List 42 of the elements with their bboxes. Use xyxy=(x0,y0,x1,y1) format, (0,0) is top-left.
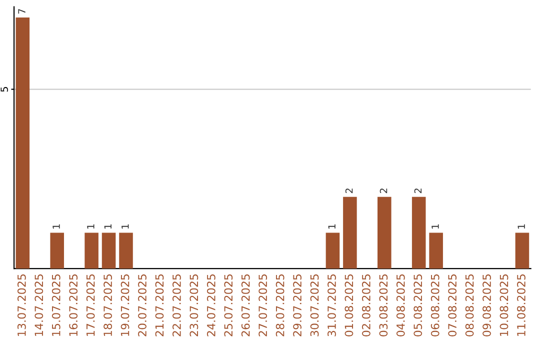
x-tick-label: 17.07.2025 xyxy=(86,274,95,336)
x-tick-label: 22.07.2025 xyxy=(172,274,181,336)
x-tick-label: 30.07.2025 xyxy=(310,274,319,336)
x-tick-label: 06.08.2025 xyxy=(430,274,440,336)
x-tick-label: 28.07.2025 xyxy=(276,274,284,336)
x-tick-label: 04.08.2025 xyxy=(396,274,405,336)
x-tick-label: 27.07.2025 xyxy=(258,274,268,336)
x-tick-label: 23.07.2025 xyxy=(190,274,198,336)
data-label: 2 xyxy=(414,188,422,194)
data-label: 1 xyxy=(518,224,525,229)
x-tick-label: 07.08.2025 xyxy=(448,274,457,336)
x-tick-label: 20.07.2025 xyxy=(138,274,146,336)
x-tick-label: 21.07.2025 xyxy=(155,274,164,336)
x-tick-label: 16.07.2025 xyxy=(69,274,78,336)
x-tick-label: 14.07.2025 xyxy=(34,274,44,336)
x-tick-label: 05.08.2025 xyxy=(414,274,422,336)
x-tick-label: 19.07.2025 xyxy=(120,274,130,336)
x-tick-label: 01.08.2025 xyxy=(344,274,354,336)
x-tick-label: 09.08.2025 xyxy=(482,274,491,336)
x-tick-label: 15.07.2025 xyxy=(52,274,60,336)
x-tick-label: 31.07.2025 xyxy=(328,274,336,336)
x-tick-label: 24.07.2025 xyxy=(206,274,216,336)
data-label: 1 xyxy=(87,224,94,229)
data-label: 1 xyxy=(328,224,336,229)
data-label: 1 xyxy=(122,224,129,229)
x-tick-label: 18.07.2025 xyxy=(104,274,112,336)
data-label: 2 xyxy=(380,188,388,194)
data-label: 1 xyxy=(432,224,439,229)
x-tick-label: 29.07.2025 xyxy=(293,274,302,336)
x-tick-label: 10.08.2025 xyxy=(500,274,508,336)
x-tick-label: 08.08.2025 xyxy=(465,274,474,336)
x-tick-label: 13.07.2025 xyxy=(17,274,26,336)
data-label: 1 xyxy=(52,224,60,229)
data-label: 7 xyxy=(18,9,26,14)
x-tick-label: 02.08.2025 xyxy=(362,274,370,336)
x-tick-label: 03.08.2025 xyxy=(379,274,388,336)
x-tick-label: 25.07.2025 xyxy=(224,274,233,336)
x-tick-label: 26.07.2025 xyxy=(241,274,250,336)
data-label: 2 xyxy=(345,188,353,194)
x-tick-label: 11.08.2025 xyxy=(517,274,526,336)
y-tick-label: 5 xyxy=(0,87,8,92)
data-label: 1 xyxy=(104,224,112,229)
